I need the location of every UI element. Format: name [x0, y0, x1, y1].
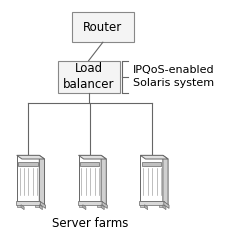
Polygon shape	[21, 205, 24, 210]
Polygon shape	[40, 201, 45, 208]
Polygon shape	[145, 205, 148, 210]
Bar	[142, 161, 161, 166]
Bar	[16, 201, 40, 205]
Bar	[159, 205, 163, 208]
Bar	[140, 205, 145, 208]
Bar	[35, 205, 39, 208]
Polygon shape	[163, 205, 166, 210]
Bar	[72, 12, 134, 42]
Text: Server farms: Server farms	[52, 217, 128, 230]
Polygon shape	[39, 205, 43, 210]
Polygon shape	[83, 205, 86, 210]
Polygon shape	[102, 201, 107, 208]
Bar	[18, 161, 38, 166]
Polygon shape	[17, 155, 39, 201]
Polygon shape	[17, 155, 44, 159]
Bar	[97, 205, 101, 208]
Text: Router: Router	[83, 21, 123, 34]
Polygon shape	[164, 201, 169, 208]
Polygon shape	[79, 155, 101, 201]
Bar	[78, 201, 102, 205]
Polygon shape	[39, 155, 44, 205]
Bar	[139, 201, 164, 205]
Bar	[58, 61, 120, 93]
Text: Load
balancer: Load balancer	[63, 62, 114, 91]
Polygon shape	[79, 155, 106, 159]
Polygon shape	[101, 205, 104, 210]
Text: IPQoS-enabled
Solaris system: IPQoS-enabled Solaris system	[133, 65, 214, 88]
Bar	[17, 205, 21, 208]
Bar	[79, 205, 83, 208]
Polygon shape	[140, 155, 163, 201]
Polygon shape	[101, 155, 106, 205]
Polygon shape	[163, 155, 168, 205]
Polygon shape	[140, 155, 168, 159]
Bar	[80, 161, 99, 166]
